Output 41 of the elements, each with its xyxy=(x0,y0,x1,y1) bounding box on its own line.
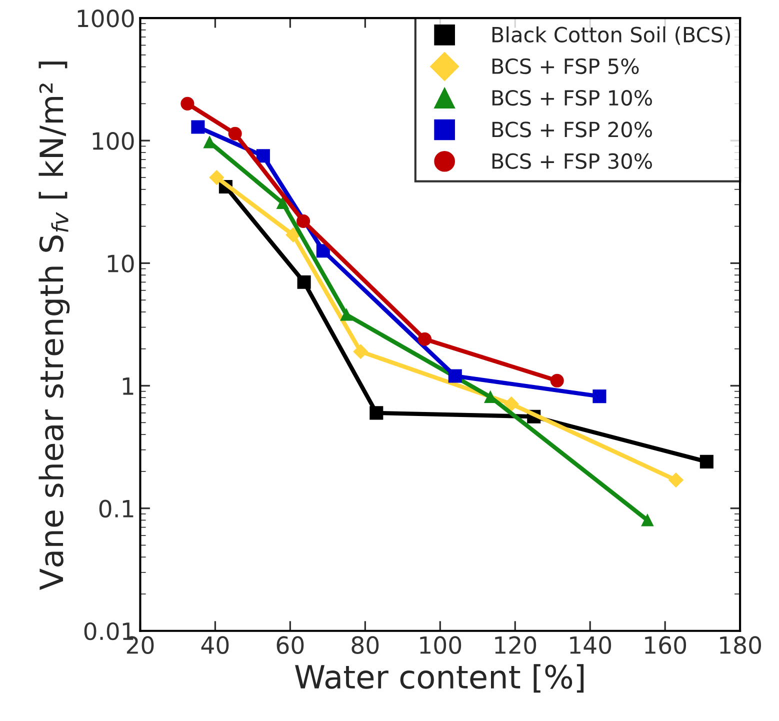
point xyxy=(370,406,384,420)
x-tick-label: 160 xyxy=(645,636,686,654)
y-tick-label: 0.1 xyxy=(99,500,134,518)
y-axis-title: Vane shear strength S$_{fv}$ [ kN/m² ] xyxy=(38,62,70,590)
point xyxy=(180,96,194,110)
x-tick-label: 60 xyxy=(276,636,304,654)
y-tick-label: 1000 xyxy=(78,9,134,28)
legend-label: Black Cotton Soil (BCS) xyxy=(492,26,730,45)
point xyxy=(296,214,310,228)
point xyxy=(209,170,224,185)
x-tick-label: 100 xyxy=(420,636,462,654)
point xyxy=(448,369,462,383)
point xyxy=(504,396,519,412)
x-tick-label: 120 xyxy=(495,636,536,654)
y-tick-label: 1 xyxy=(122,377,134,395)
point xyxy=(700,454,714,468)
point xyxy=(228,126,242,140)
point xyxy=(418,332,432,346)
x-tick-label: 80 xyxy=(352,636,379,654)
point xyxy=(550,374,564,388)
x-tick-label: 180 xyxy=(720,636,762,654)
x-tick-label: 140 xyxy=(570,636,612,654)
legend-label: BCS + FSP 10% xyxy=(492,90,652,106)
point xyxy=(484,390,496,404)
point xyxy=(641,514,654,526)
point xyxy=(668,472,684,488)
point xyxy=(353,344,368,359)
point xyxy=(276,196,289,210)
point xyxy=(191,120,205,134)
point xyxy=(340,308,352,321)
y-tick-label: 10 xyxy=(108,254,134,272)
legend-label: BCS + FSP 5% xyxy=(492,58,639,74)
x-tick-label: 40 xyxy=(201,636,229,654)
point xyxy=(297,275,311,289)
point xyxy=(592,390,606,404)
y-tick-label: 100 xyxy=(92,132,134,150)
legend-label: BCS + FSP 20% xyxy=(492,122,652,138)
legend-label: BCS + FSP 30% xyxy=(492,153,652,169)
point xyxy=(286,228,301,242)
point xyxy=(256,149,270,163)
x-axis-title: Water content [%] xyxy=(295,664,584,693)
